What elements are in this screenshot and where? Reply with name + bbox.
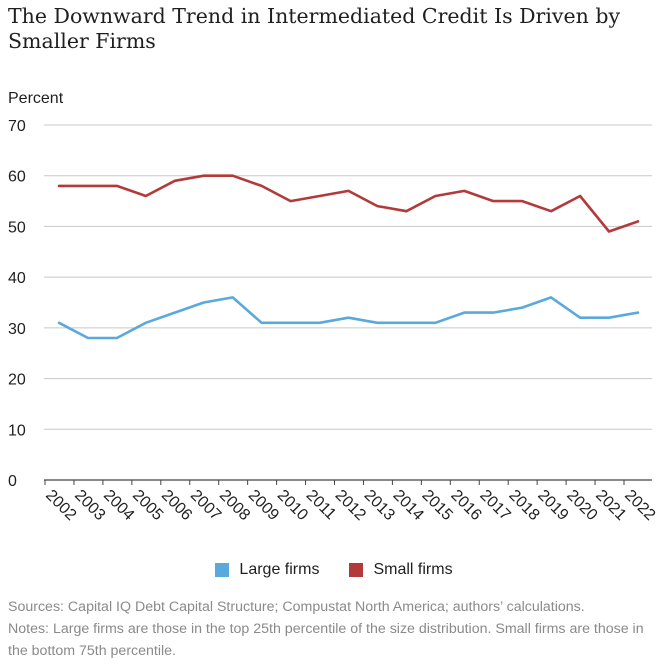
y-tick-label: 40	[8, 270, 26, 287]
y-tick-label: 70	[8, 118, 26, 135]
x-tick-label: 2012	[332, 487, 369, 524]
x-tick-label: 2004	[100, 487, 137, 524]
series-line-small-firms	[57, 174, 640, 233]
legend-swatch-large-firms	[215, 563, 230, 577]
footnotes: Sources: Capital IQ Debt Capital Structu…	[8, 596, 663, 662]
x-tick-label: 2013	[361, 487, 398, 524]
x-tick-label: 2015	[419, 487, 456, 524]
legend-swatch-small-firms	[349, 563, 364, 577]
y-tick-label: 20	[8, 372, 26, 389]
legend-label-small-firms: Small firms	[373, 561, 453, 578]
x-tick-label: 2014	[390, 487, 427, 524]
x-tick-label: 2017	[476, 487, 513, 524]
x-tick-label: 2019	[534, 487, 571, 524]
x-tick-label: 2003	[71, 487, 108, 524]
x-tick-label: 2002	[42, 487, 79, 524]
x-tick-label: 2008	[216, 487, 253, 524]
line-chart: 0 10 20 30 40 50 60 70 200220032004200520062007…	[8, 118, 658, 524]
chart-title: The Downward Trend in Intermediated Cred…	[8, 4, 621, 53]
x-tick-label: 2022	[621, 487, 658, 524]
x-tick-label: 2021	[592, 487, 629, 524]
x-tick-label: 2010	[274, 487, 311, 524]
y-tick-label: 50	[8, 219, 26, 236]
legend-item-small-firms: Small firms	[349, 561, 453, 579]
y-tick-label: 60	[8, 169, 26, 186]
notes-text: Notes: Large firms are those in the top …	[8, 621, 644, 659]
legend-item-large-firms: Large firms	[215, 561, 319, 579]
y-tick-label: 30	[8, 321, 26, 338]
x-tick-label: 2009	[245, 487, 282, 524]
legend-label-large-firms: Large firms	[239, 561, 320, 578]
x-tick-label: 2007	[187, 487, 224, 524]
y-tick-label: 0	[8, 473, 17, 490]
x-tick-label: 2018	[505, 487, 542, 524]
x-tick-label: 2020	[563, 487, 600, 524]
x-tick-label: 2005	[129, 487, 166, 524]
x-tick-label: 2006	[158, 487, 195, 524]
y-tick-label: 10	[8, 422, 26, 439]
y-axis-label: Percent	[8, 90, 64, 107]
x-tick-label: 2011	[303, 487, 339, 523]
x-tick-label: 2016	[447, 487, 484, 524]
sources-text: Sources: Capital IQ Debt Capital Structu…	[8, 599, 585, 615]
legend: Large firms Small firms	[0, 561, 668, 579]
series-line-large-firms	[57, 296, 640, 340]
